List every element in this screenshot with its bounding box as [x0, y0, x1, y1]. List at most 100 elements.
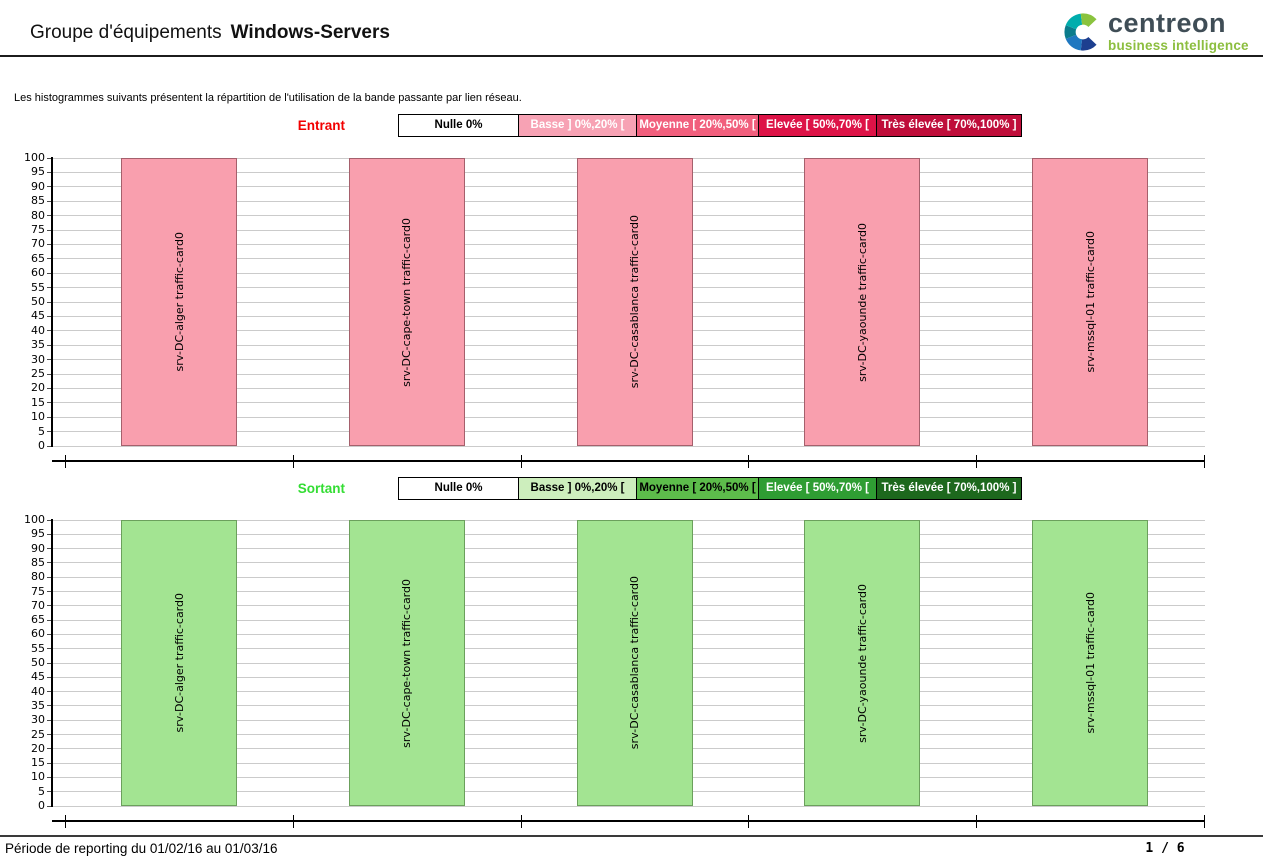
bar-label: srv-DC-alger traffic-card0 [172, 232, 186, 372]
x-axis-tick [1203, 455, 1205, 468]
y-axis-label: 35 [31, 338, 45, 352]
y-axis-tick [47, 315, 52, 317]
legend-class-sortant-3: Elevée [ 50%,70% [ [758, 478, 876, 499]
legend-class-entrant-0: Nulle 0% [399, 115, 518, 136]
y-axis-label: 40 [31, 323, 45, 337]
y-axis-label: 70 [31, 598, 45, 612]
y-axis-label: 10 [31, 770, 45, 784]
page-title: Groupe d'équipements Windows-Servers [30, 22, 390, 44]
bar-label: srv-DC-casablanca traffic-card0 [628, 215, 641, 389]
bar-entrant-3: srv-DC-yaounde traffic-card0 [804, 158, 921, 446]
y-axis-tick [47, 576, 52, 578]
bar-label: srv-mssql-01 traffic-card0 [1083, 231, 1097, 373]
y-axis-label: 60 [31, 266, 45, 280]
bar-label: srv-DC-yaounde traffic-card0 [855, 583, 869, 743]
y-axis-label: 20 [31, 741, 45, 755]
x-axis-tick [65, 455, 66, 468]
y-axis-label: 5 [38, 424, 45, 438]
legend-class-sortant-4: Très élevée [ 70%,100% ] [876, 478, 1021, 499]
bar-entrant-1: srv-DC-cape-town traffic-card0 [348, 158, 465, 446]
y-axis [51, 519, 53, 807]
bar-label-wrap: srv-DC-yaounde traffic-card0 [805, 521, 919, 805]
y-axis-label: 50 [31, 656, 45, 669]
bar-sortant-4: srv-mssql-01 traffic-card0 [1032, 520, 1148, 806]
bar-label: srv-DC-casablanca traffic-card0 [628, 576, 641, 750]
y-axis-tick [47, 791, 52, 793]
x-axis-tick [748, 455, 750, 468]
y-axis-label: 90 [31, 179, 45, 193]
y-axis-tick [47, 662, 52, 664]
bar-label-wrap: srv-DC-alger traffic-card0 [122, 159, 236, 445]
y-axis-tick [47, 402, 52, 404]
y-axis-label: 95 [31, 165, 45, 179]
x-axis-tick [292, 815, 294, 828]
legend-class-entrant-3: Elevée [ 50%,70% [ [758, 115, 876, 136]
y-axis-tick [47, 243, 52, 245]
bar-sortant-3: srv-DC-yaounde traffic-card0 [804, 520, 921, 806]
bar-sortant-2: srv-DC-casablanca traffic-card0 [576, 520, 693, 806]
bar-label-wrap: srv-DC-cape-town traffic-card0 [350, 521, 464, 805]
y-axis-tick [47, 157, 52, 159]
y-axis-label: 10 [31, 410, 45, 424]
y-axis-label: 0 [38, 439, 45, 452]
y-axis-label: 60 [31, 627, 45, 641]
y-axis-label: 50 [31, 295, 45, 308]
y-axis-label: 80 [31, 570, 45, 584]
bar-label-wrap: srv-mssql-01 traffic-card0 [1033, 159, 1147, 445]
y-axis-tick [47, 416, 52, 418]
x-axis [52, 460, 1205, 462]
y-axis-label: 30 [31, 352, 45, 366]
y-axis-label: 15 [31, 395, 45, 409]
y-axis-tick [47, 301, 52, 303]
y-axis-tick [47, 272, 52, 274]
bar-entrant-0: srv-DC-alger traffic-card0 [121, 158, 237, 446]
gridline [52, 445, 1205, 447]
y-axis-tick [47, 344, 52, 346]
y-axis-tick [47, 605, 52, 607]
y-axis-tick [47, 215, 52, 217]
y-axis-tick [47, 445, 52, 447]
y-axis-tick [47, 287, 52, 289]
y-axis-tick [47, 633, 52, 635]
y-axis-tick [47, 171, 52, 173]
x-axis-tick [65, 815, 66, 828]
y-axis-label: 90 [31, 541, 45, 555]
y-axis-label: 5 [38, 784, 45, 798]
direction-label-sortant: Sortant [297, 481, 345, 496]
y-axis-tick [47, 548, 52, 550]
y-axis-tick [47, 705, 52, 707]
x-axis-tick [292, 455, 294, 468]
y-axis-tick [47, 648, 52, 650]
x-axis-tick [520, 815, 522, 828]
x-axis-tick [520, 455, 522, 468]
bar-label: srv-DC-yaounde traffic-card0 [855, 222, 869, 382]
legend-class-sortant-0: Nulle 0% [399, 478, 518, 499]
y-axis-label: 35 [31, 698, 45, 712]
y-axis-label: 65 [31, 251, 45, 265]
bar-label: srv-DC-alger traffic-card0 [172, 593, 186, 733]
y-axis-label: 75 [31, 584, 45, 598]
y-axis-tick [47, 748, 52, 750]
legend-entrant: Nulle 0% Basse ] 0%,20% [Moyenne [ 20%,50… [398, 114, 1022, 137]
y-axis-label: 45 [31, 309, 45, 323]
y-axis-tick [47, 691, 52, 693]
y-axis [51, 157, 53, 447]
intro-text: Les histogrammes suivants présentent la … [14, 92, 522, 104]
logo-brand: centreon [1108, 8, 1227, 38]
y-axis-tick [47, 762, 52, 764]
header-divider [0, 55, 1263, 57]
y-axis-label: 85 [31, 555, 45, 569]
y-axis-label: 75 [31, 223, 45, 236]
y-axis-label: 100 [24, 151, 45, 164]
page-title-prefix: Groupe d'équipements [30, 22, 222, 43]
bar-label-wrap: srv-DC-yaounde traffic-card0 [805, 159, 919, 445]
bar-label: srv-mssql-01 traffic-card0 [1083, 592, 1097, 734]
y-axis-label: 65 [31, 613, 45, 627]
direction-label-entrant: Entrant [297, 118, 345, 133]
bar-label-wrap: srv-DC-casablanca traffic-card0 [578, 159, 692, 445]
y-axis-tick [47, 719, 52, 721]
logo-text: centreon business intelligence [1108, 9, 1249, 53]
legend-class-entrant-4: Très élevée [ 70%,100% ] [876, 115, 1021, 136]
x-axis-tick [748, 815, 750, 828]
